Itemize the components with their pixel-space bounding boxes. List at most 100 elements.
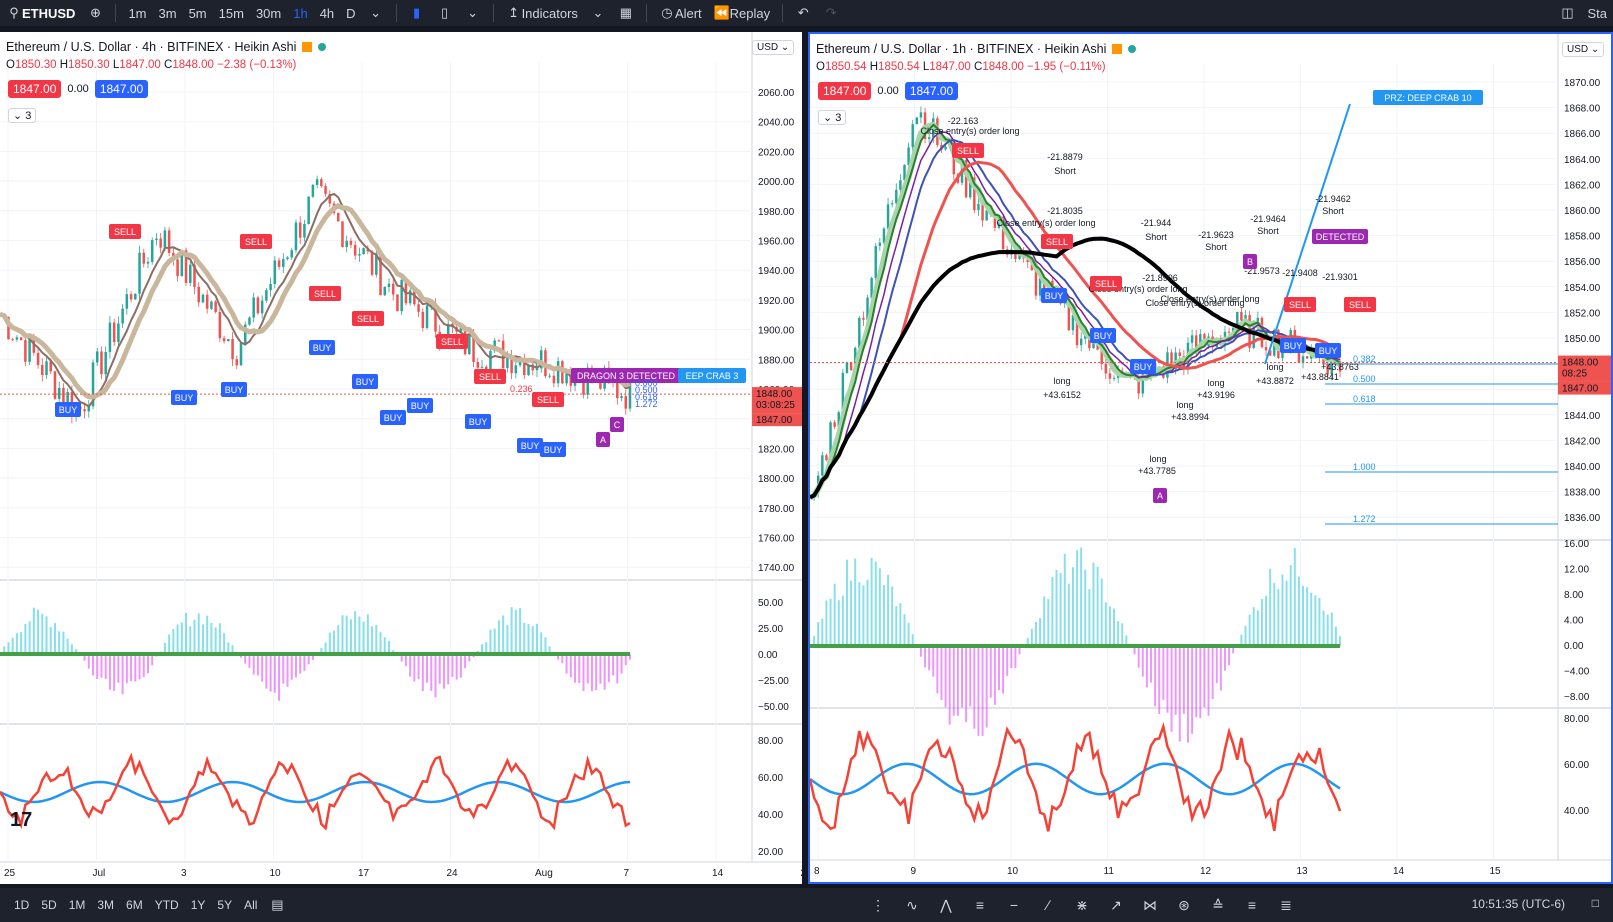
candle-body xyxy=(866,297,869,320)
redo-button[interactable]: ↷ xyxy=(817,0,845,26)
range-ytd[interactable]: YTD xyxy=(154,898,179,912)
sell-price-button[interactable]: 1847.00 xyxy=(818,82,872,100)
range-5d[interactable]: 5D xyxy=(41,898,57,912)
collapse-indicators-button[interactable]: ⌄ 3 xyxy=(8,108,37,123)
elliott-wave-icon[interactable]: ∿ xyxy=(906,897,918,913)
undo-button[interactable]: ↶ xyxy=(789,0,817,26)
buy-signal: BUY xyxy=(521,441,540,451)
indicators-dropdown[interactable]: ⌄ xyxy=(584,0,612,26)
candle-body xyxy=(1108,373,1112,379)
goto-date-button[interactable]: ▤ xyxy=(263,897,291,913)
templates-button[interactable]: ▦ xyxy=(612,0,640,26)
candle-body xyxy=(484,366,488,370)
candle-body xyxy=(434,304,437,332)
range-1m[interactable]: 1M xyxy=(68,898,86,912)
interval-dropdown[interactable]: ⌄ xyxy=(362,0,390,26)
alarm-clock-icon: ◷ xyxy=(661,5,673,20)
sell-signal-bg xyxy=(952,143,984,158)
range-all[interactable]: All xyxy=(244,898,258,912)
indicators-button[interactable]: ↥ Indicators xyxy=(500,0,584,26)
range-1d[interactable]: 1D xyxy=(14,898,30,912)
divider xyxy=(782,4,784,22)
buy-signal: BUY xyxy=(1045,291,1064,301)
candle-body xyxy=(286,257,289,260)
candle-body xyxy=(1137,376,1140,394)
candle-body xyxy=(328,193,332,204)
sell-signal-bg xyxy=(309,286,341,301)
symbol-search[interactable]: ⚲ ETHUSD xyxy=(0,0,81,26)
point-label-bg xyxy=(1153,488,1167,503)
replay-button[interactable]: ⏪ Replay xyxy=(708,0,776,26)
currency-button[interactable]: USD ⌄ xyxy=(752,40,795,55)
compare-button[interactable]: ⊕ xyxy=(81,0,109,26)
interval-15m[interactable]: 15m xyxy=(218,5,244,21)
point-c-label-bg xyxy=(610,417,624,432)
date-tick-label: 24 xyxy=(447,868,459,879)
abcd-pattern-icon[interactable]: ⋀ xyxy=(940,897,952,913)
currency-button[interactable]: USD ⌄ xyxy=(1562,42,1605,57)
trend-angle-icon[interactable]: ∕ xyxy=(1046,897,1050,913)
range-3m[interactable]: 3M xyxy=(97,898,115,912)
ray-icon[interactable]: ↗ xyxy=(1110,897,1122,913)
fib-circles-icon[interactable]: ⊛ xyxy=(1178,897,1190,913)
candle-body xyxy=(45,361,48,376)
rsi-tick-label: 20.00 xyxy=(758,847,783,858)
fib-channel-icon[interactable]: ≡ xyxy=(1247,897,1257,913)
chart-type-dropdown[interactable]: ⌄ xyxy=(459,0,487,26)
range-6m[interactable]: 6M xyxy=(126,898,143,912)
fib-extension-icon[interactable]: ≣ xyxy=(1280,897,1292,913)
account-label[interactable]: Sta xyxy=(1587,5,1607,21)
sell-price-button[interactable]: 1847.00 xyxy=(8,80,62,98)
fib-retracement-icon[interactable]: ≡ xyxy=(975,897,985,913)
osc-tick-label: −8.00 xyxy=(1564,692,1590,703)
xabcd-pattern-icon[interactable]: ⋈ xyxy=(1143,897,1157,913)
strategy-annotation: Close entry(s) order long xyxy=(1145,298,1244,308)
interval-3m[interactable]: 3m xyxy=(158,5,177,21)
interval-30m[interactable]: 30m xyxy=(255,5,282,21)
alert-button[interactable]: ◷ Alert xyxy=(653,0,708,26)
interval-1m[interactable]: 1m xyxy=(128,5,147,21)
chart-pane-left[interactable]: 2060.00 2040.00 2020.00 2000.00 1980.00 1960.… xyxy=(0,32,802,884)
price-tick-label: 2040.00 xyxy=(758,118,795,129)
layout-icon: ◫ xyxy=(1561,5,1574,20)
interval-d[interactable]: D xyxy=(346,5,356,21)
chart-pane-right[interactable]: 1870.00 1868.00 1866.00 1864.00 1862.00 1860.… xyxy=(808,32,1613,884)
buy-signal: BUY xyxy=(384,413,403,423)
candle-body xyxy=(142,252,146,264)
sell-signal-bg xyxy=(352,311,384,326)
point-a-label: A xyxy=(600,435,606,445)
pitchfork-icon[interactable]: ⋇ xyxy=(1076,897,1088,913)
buy-price-button[interactable]: 1847.00 xyxy=(904,82,959,100)
layout-button[interactable]: ◫ xyxy=(1553,0,1581,26)
candle-body xyxy=(180,250,184,277)
interval-5m[interactable]: 5m xyxy=(188,5,207,21)
fullscreen-icon[interactable]: □ xyxy=(1591,896,1599,910)
candle-body xyxy=(903,164,906,181)
buy-price-button[interactable]: 1847.00 xyxy=(94,80,149,98)
pattern-detected-label: DRAGON 3 DETECTED xyxy=(577,371,676,381)
candle-body xyxy=(535,368,539,371)
price-tick-label: 2020.00 xyxy=(758,147,795,158)
chart-canvas-left[interactable]: 2060.00 2040.00 2020.00 2000.00 1980.00 1960.… xyxy=(0,32,802,884)
strategy-annotation: -21.9462 xyxy=(1315,194,1351,204)
horizontal-line-icon[interactable]: − xyxy=(1009,897,1019,913)
candle-body xyxy=(391,283,395,295)
strategy-annotation: -22.163 xyxy=(948,116,979,126)
drag-handle-icon[interactable]: ⋮ xyxy=(871,897,885,913)
range-5y[interactable]: 5Y xyxy=(217,898,233,912)
osc-tick-label: 16.00 xyxy=(1564,539,1589,550)
clock[interactable]: 10:51:35 (UTC-6) xyxy=(1471,897,1565,911)
buy-signal: BUY xyxy=(1134,362,1153,372)
candle-body xyxy=(1001,216,1005,250)
chart-type-button[interactable]: ▯ xyxy=(431,0,459,26)
interval-1h[interactable]: 1h xyxy=(293,5,308,21)
chart-type-bars[interactable]: ▮ xyxy=(403,0,431,26)
parallel-channel-icon[interactable]: ≙ xyxy=(1212,897,1224,913)
candle-body xyxy=(620,396,623,398)
chart-canvas-right[interactable]: 1870.00 1868.00 1866.00 1864.00 1862.00 1860.… xyxy=(810,34,1611,882)
collapse-indicators-button[interactable]: ⌄ 3 xyxy=(818,110,847,125)
range-1y[interactable]: 1Y xyxy=(190,898,206,912)
interval-4h[interactable]: 4h xyxy=(319,5,335,21)
osc-tick-label: 0.00 xyxy=(758,650,778,661)
price-tick-label: 1960.00 xyxy=(758,237,795,248)
